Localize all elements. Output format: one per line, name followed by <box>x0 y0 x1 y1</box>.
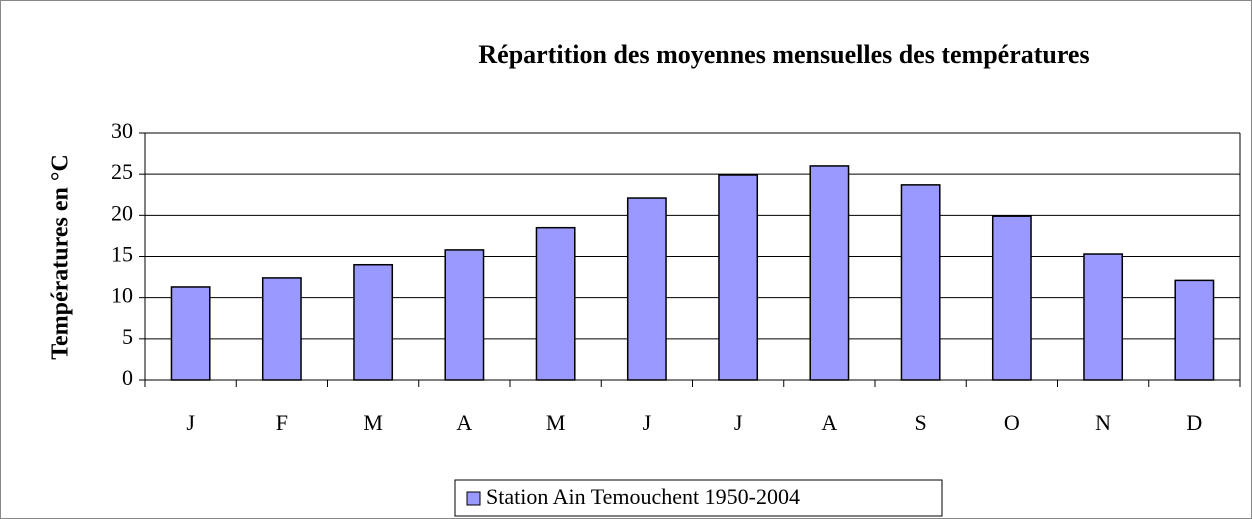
bar <box>991 215 1032 381</box>
legend-box <box>454 479 943 517</box>
bar <box>900 184 941 381</box>
bar <box>535 226 576 381</box>
x-tick-label: F <box>276 410 288 435</box>
y-axis-label: Températures en °C <box>48 154 74 360</box>
y-tick-label: 20 <box>111 200 133 225</box>
y-tick-label: 10 <box>111 283 133 308</box>
x-tick-label: D <box>1186 410 1202 435</box>
y-tick-label: 25 <box>111 159 133 184</box>
bar <box>353 263 394 381</box>
bar <box>718 174 759 381</box>
bar <box>170 286 211 381</box>
bar <box>809 165 850 381</box>
x-tick-label: A <box>456 410 472 435</box>
y-tick-label: 0 <box>122 365 133 390</box>
x-tick-label: A <box>821 410 837 435</box>
x-tick-label: M <box>363 410 383 435</box>
legend-swatch <box>466 491 481 506</box>
y-tick-label: 30 <box>111 118 133 143</box>
x-tick-label: J <box>186 410 195 435</box>
bar <box>626 197 667 381</box>
y-tick-label: 5 <box>122 324 133 349</box>
bar <box>444 249 485 381</box>
x-tick-label: M <box>546 410 566 435</box>
chart-title: Répartition des moyennes mensuelles des … <box>478 40 1089 69</box>
x-tick-label: S <box>915 410 927 435</box>
x-tick-label: O <box>1004 410 1020 435</box>
x-tick-label: N <box>1095 410 1111 435</box>
bar <box>1083 253 1124 381</box>
legend-label: Station Ain Temouchent 1950-2004 <box>486 484 800 509</box>
x-tick-label: J <box>643 410 652 435</box>
bar <box>261 277 302 381</box>
y-tick-label: 15 <box>111 242 133 267</box>
x-tick-label: J <box>734 410 743 435</box>
bar <box>1174 279 1215 381</box>
